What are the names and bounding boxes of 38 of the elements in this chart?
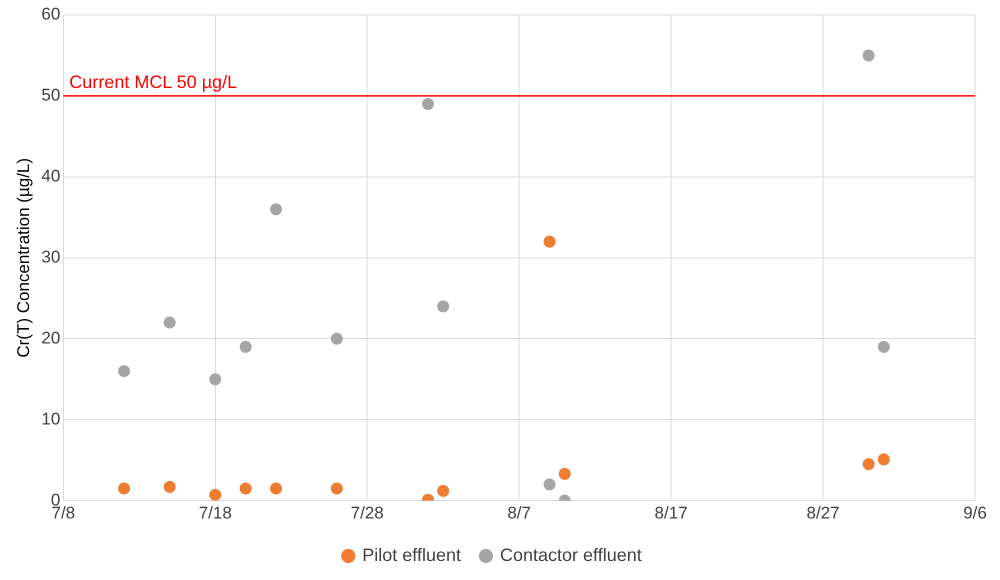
point — [862, 458, 875, 470]
x-tick-label: 9/6 — [963, 503, 987, 522]
point — [209, 488, 222, 501]
point — [118, 365, 130, 378]
y-tick-label: 10 — [41, 409, 60, 428]
point — [544, 478, 556, 490]
point — [544, 236, 556, 248]
x-tick-label: 7/18 — [198, 503, 232, 522]
point — [437, 484, 450, 497]
y-tick-label: 30 — [41, 247, 60, 266]
point — [422, 98, 434, 110]
legend-label: Pilot effluent — [362, 544, 461, 565]
point — [330, 482, 343, 494]
x-tick-label: 8/17 — [654, 503, 688, 522]
ref-line-label: Current MCL 50 µg/L — [69, 72, 238, 92]
point — [330, 332, 343, 345]
point — [240, 340, 252, 353]
y-axis-title: Cr(T) Concentration (µg/L) — [14, 158, 33, 358]
point — [878, 453, 890, 466]
point — [558, 468, 571, 480]
point — [118, 482, 130, 494]
x-tick-label: 8/7 — [507, 503, 531, 522]
x-tick-label: 7/28 — [350, 503, 384, 522]
point — [209, 373, 222, 386]
point — [270, 203, 282, 216]
point — [878, 340, 890, 353]
point — [437, 300, 450, 312]
y-tick-label: 60 — [41, 4, 60, 24]
point — [164, 316, 176, 329]
y-tick-label: 20 — [41, 328, 60, 348]
point — [240, 482, 252, 494]
y-tick-label: 40 — [41, 166, 60, 186]
x-tick-label: 8/27 — [806, 503, 840, 522]
point — [862, 49, 875, 62]
y-tick-label: 50 — [41, 86, 60, 105]
point — [164, 480, 176, 493]
point — [270, 482, 282, 494]
legend-label: Contactor effluent — [500, 544, 642, 565]
